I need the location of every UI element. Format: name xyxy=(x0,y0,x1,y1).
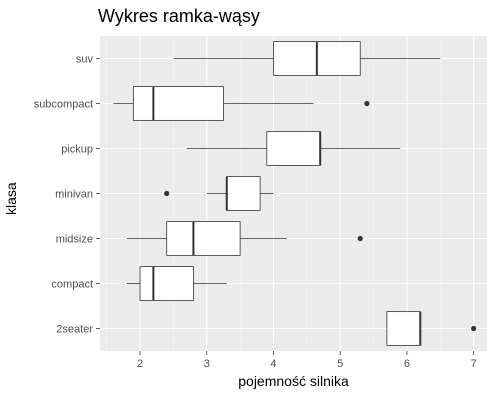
x-tick-label: 6 xyxy=(404,358,410,370)
box-midsize-box xyxy=(166,221,241,256)
y-tick-label: compact xyxy=(51,279,93,291)
y-tick-label: 2seater xyxy=(56,324,93,336)
x-tick-label: 2 xyxy=(137,358,143,370)
x-tick-label: 7 xyxy=(471,358,477,370)
y-tick-label: suv xyxy=(76,54,94,66)
box-midsize-outlier xyxy=(357,235,363,242)
box-2seater-box xyxy=(386,311,421,346)
chart-title: Wykres ramka-wąsy xyxy=(98,6,260,26)
x-axis-label: pojemność silnika xyxy=(238,373,349,389)
box-minivan-box xyxy=(226,176,261,211)
box-pickup-box xyxy=(266,131,321,166)
box-subcompact-outlier xyxy=(364,100,370,107)
box-minivan-outlier xyxy=(164,190,170,197)
x-tick-label: 3 xyxy=(204,358,210,370)
x-tick-label: 4 xyxy=(270,358,276,370)
y-tick-label: pickup xyxy=(61,144,93,156)
y-tick-label: midsize xyxy=(56,234,93,246)
y-tick-label: minivan xyxy=(55,189,93,201)
y-tick-label: subcompact xyxy=(34,99,93,111)
x-tick-label: 5 xyxy=(337,358,343,370)
box-compact-box xyxy=(139,266,194,301)
box-2seater-outlier xyxy=(471,325,477,332)
box-subcompact-box xyxy=(132,86,224,121)
